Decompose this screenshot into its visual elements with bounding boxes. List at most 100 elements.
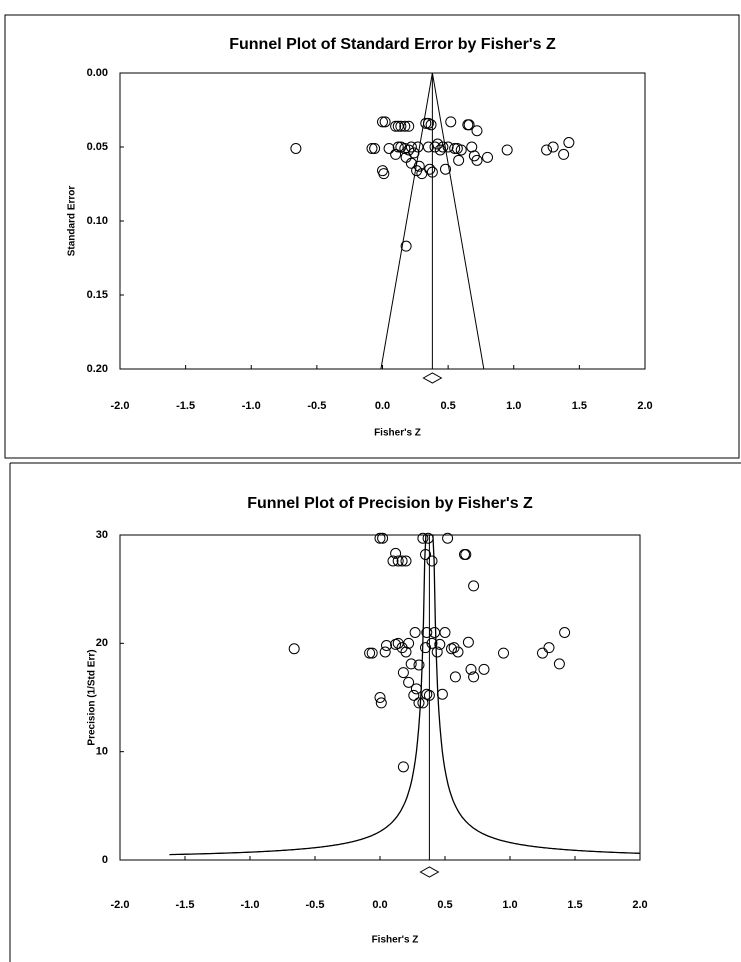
study-point bbox=[383, 142, 395, 154]
study-point bbox=[374, 692, 386, 703]
study-point bbox=[408, 689, 420, 701]
x-tick-label: 1.5 bbox=[572, 400, 587, 412]
study-point bbox=[426, 555, 438, 567]
study-point bbox=[405, 658, 417, 670]
study-point bbox=[395, 120, 407, 132]
study-point bbox=[537, 647, 548, 659]
study-point bbox=[436, 688, 448, 700]
study-point bbox=[558, 148, 570, 160]
study-point bbox=[547, 141, 559, 153]
y-tick-label: 30 bbox=[96, 529, 108, 541]
funnel-line bbox=[169, 534, 640, 856]
study-point bbox=[482, 151, 493, 163]
study-point bbox=[448, 642, 460, 654]
study-point bbox=[379, 646, 391, 658]
x-tick-label: -1.5 bbox=[176, 400, 195, 412]
chart-frame bbox=[4, 14, 740, 459]
summary-diamond bbox=[419, 866, 440, 878]
study-point bbox=[390, 148, 402, 160]
study-point bbox=[471, 125, 483, 137]
y-axis-label: Standard Error bbox=[67, 186, 78, 257]
study-point bbox=[426, 637, 438, 649]
study-point bbox=[403, 676, 415, 688]
y-axis-label: Precision (1/Std Err) bbox=[87, 649, 98, 745]
x-tick-label: 2.0 bbox=[637, 400, 652, 412]
study-point bbox=[429, 627, 441, 638]
study-point bbox=[288, 643, 300, 655]
study-point bbox=[465, 663, 477, 675]
x-tick-label: 1.0 bbox=[502, 899, 517, 911]
study-point bbox=[387, 555, 399, 567]
x-tick-label: 0.0 bbox=[375, 400, 390, 412]
y-tick-label: 0.20 bbox=[87, 363, 108, 375]
study-point bbox=[501, 144, 513, 156]
study-point bbox=[559, 627, 571, 638]
study-point bbox=[409, 627, 421, 638]
study-point bbox=[413, 659, 425, 671]
x-axis-label: Fisher's Z bbox=[372, 935, 419, 946]
study-point bbox=[422, 117, 434, 129]
study-point bbox=[400, 646, 412, 658]
y-tick-label: 0.05 bbox=[87, 141, 108, 153]
study-point bbox=[377, 532, 389, 544]
y-tick-label: 20 bbox=[96, 637, 108, 649]
study-point bbox=[437, 141, 449, 153]
study-point bbox=[397, 667, 409, 679]
study-point bbox=[468, 671, 480, 683]
chart-title: Funnel Plot of Precision by Fisher's Z bbox=[247, 495, 533, 512]
study-point bbox=[392, 141, 404, 153]
study-point bbox=[390, 120, 402, 132]
y-tick-label: 0.15 bbox=[87, 289, 108, 301]
study-point bbox=[392, 555, 404, 567]
study-point bbox=[423, 689, 435, 701]
y-tick-label: 0 bbox=[102, 854, 108, 866]
study-point bbox=[498, 647, 509, 659]
study-point bbox=[378, 168, 390, 180]
x-tick-label: 0.5 bbox=[440, 400, 455, 412]
x-tick-label: 0.5 bbox=[437, 899, 452, 911]
study-point bbox=[449, 671, 461, 683]
study-point bbox=[390, 547, 402, 559]
study-point bbox=[399, 120, 411, 132]
study-point bbox=[422, 532, 434, 544]
study-point bbox=[379, 116, 391, 128]
study-point bbox=[426, 166, 438, 178]
study-point bbox=[364, 647, 376, 659]
study-point bbox=[408, 147, 420, 159]
study-point bbox=[449, 142, 461, 154]
study-point bbox=[400, 240, 412, 252]
study-point bbox=[425, 119, 437, 131]
study-point bbox=[420, 117, 432, 129]
y-tick-label: 10 bbox=[96, 746, 108, 758]
study-point bbox=[366, 647, 378, 659]
x-axis-label: Fisher's Z bbox=[374, 428, 421, 439]
study-point bbox=[462, 636, 474, 648]
study-point bbox=[445, 116, 457, 128]
y-tick-label: 0.00 bbox=[87, 67, 108, 79]
study-point bbox=[431, 646, 443, 658]
y-tick-label: 0.10 bbox=[87, 215, 108, 227]
study-point bbox=[410, 683, 422, 695]
study-point bbox=[396, 555, 408, 567]
x-tick-label: -1.0 bbox=[242, 400, 261, 412]
summary-diamond bbox=[422, 372, 443, 384]
study-point bbox=[374, 532, 386, 544]
study-point bbox=[375, 697, 387, 709]
x-tick-label: 2.0 bbox=[632, 899, 647, 911]
study-point bbox=[411, 165, 423, 177]
study-point bbox=[432, 138, 444, 150]
study-point bbox=[405, 157, 417, 169]
study-point bbox=[403, 120, 415, 132]
chart-title: Funnel Plot of Standard Error by Fisher'… bbox=[229, 36, 556, 53]
study-point bbox=[463, 119, 475, 131]
x-tick-label: -2.0 bbox=[111, 400, 130, 412]
study-point bbox=[403, 637, 415, 649]
x-tick-label: 1.0 bbox=[506, 400, 521, 412]
x-tick-label: -0.5 bbox=[306, 899, 325, 911]
study-point bbox=[417, 697, 429, 709]
study-point bbox=[478, 663, 490, 675]
study-point bbox=[543, 642, 555, 654]
study-point bbox=[424, 163, 436, 175]
x-tick-label: -0.5 bbox=[307, 400, 326, 412]
